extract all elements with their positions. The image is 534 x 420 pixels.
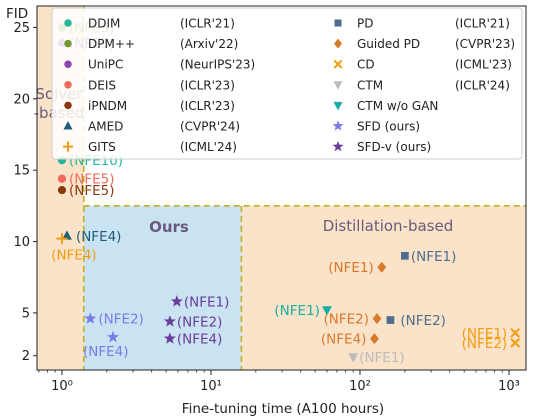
- legend-marker-ddim-iclr-21: [64, 19, 72, 27]
- point-guided-pd-cvpr-23-0: [377, 261, 387, 273]
- legend-name-sfd-v-ours: SFD-v (ours): [357, 140, 431, 154]
- point-label-ipndm-iclr-23-0: (NFE5): [69, 183, 115, 199]
- x-tick-label-1: 10⁰: [51, 379, 73, 394]
- point-sfd-v-ours-2: [163, 332, 176, 344]
- legend-venue-unipc-neurips-23: (NeurIPS'23): [180, 58, 255, 72]
- legend-marker-dpm-arxiv-22: [64, 39, 72, 48]
- point-label-sfd-v-ours-0: (NFE1): [184, 294, 230, 310]
- point-gits-icml-24-0: [56, 233, 68, 245]
- legend-name-pd-iclr-21: PD: [357, 17, 373, 31]
- y-tick-label-25: 25: [13, 21, 30, 36]
- point-sfd-ours-0: [84, 312, 97, 324]
- point-guided-pd-cvpr-23-2: [370, 333, 379, 345]
- x-tick-label-1000: 10³: [498, 379, 520, 394]
- legend-name-ipndm-iclr-23: iPNDM: [88, 99, 127, 113]
- point-label-amed-cvpr-24-0: (NFE4): [76, 229, 122, 245]
- x-axis-title: Fine-tuning time (A100 hours): [182, 401, 384, 417]
- point-label-pd-iclr-21-1: (NFE2): [400, 313, 446, 329]
- legend-marker-unipc-neurips-23: [64, 60, 72, 68]
- point-ctm-iclr-24-0: [348, 353, 359, 363]
- point-deis-iclr-23-0: [57, 174, 67, 183]
- legend-marker-ctm-w-o-gan: [333, 101, 343, 111]
- y-tick-label-15: 15: [13, 164, 30, 179]
- legend-marker-sfd-ours: [332, 120, 344, 131]
- legend-venue-ipndm-iclr-23: (ICLR'23): [180, 99, 235, 113]
- region-distillation-based: [241, 205, 526, 370]
- point-label-deis-iclr-23-0: (NFE5): [69, 172, 115, 188]
- point-ipndm-iclr-23-0: [57, 186, 67, 195]
- y-axis-title: FID: [6, 6, 28, 22]
- legend-venue-gits-icml-24: (ICML'24): [180, 140, 237, 154]
- point-cd-icml-23-1: [510, 338, 521, 348]
- point-label-sfd-v-ours-1: (NFE2): [177, 314, 223, 330]
- point-sfd-ours-1: [106, 330, 119, 343]
- legend-venue-cd-icml-23: (ICML'23): [455, 58, 512, 72]
- point-pd-iclr-21-1: [386, 316, 395, 324]
- point-label-gits-icml-24-0: (NFE4): [51, 248, 97, 264]
- legend-name-ctm-iclr-24: CTM: [357, 78, 383, 92]
- legend-name-gits-icml-24: GITS: [88, 140, 116, 154]
- legend-name-ctm-w-o-gan: CTM w/o GAN: [357, 99, 438, 113]
- point-amed-cvpr-24-0: [61, 230, 72, 240]
- point-label-sfd-ours-0: (NFE2): [98, 312, 144, 328]
- legend-box: [51, 7, 523, 160]
- point-label-ctm-iclr-24-0: (NFE1): [359, 350, 405, 366]
- y-tick-label-20: 20: [13, 92, 30, 107]
- x-tick-label-10: 10¹: [200, 379, 222, 394]
- point-label-cd-icml-23-1: (NFE2): [462, 336, 508, 352]
- legend-name-unipc-neurips-23: UniPC: [88, 58, 123, 72]
- legend-marker-cd-icml-23: [333, 59, 343, 69]
- legend-name-sfd-ours: SFD (ours): [357, 120, 420, 134]
- legend: DDIM (ICLR'21) DPM++ (Arxiv'22) UniPC (NeurIP…: [51, 7, 523, 160]
- legend-venue-amed-cvpr-24: (CVPR'24): [180, 120, 240, 134]
- region-label-ours-0: Ours: [149, 218, 189, 236]
- legend-marker-sfd-v-ours: [332, 140, 344, 152]
- legend-venue-ctm-iclr-24: (ICLR'24): [455, 78, 510, 92]
- point-guided-pd-cvpr-23-1: [372, 313, 382, 325]
- point-label-sfd-v-ours-2: (NFE4): [177, 332, 223, 348]
- legend-venue-deis-iclr-23: (ICLR'23): [180, 78, 235, 92]
- legend-marker-guided-pd-cvpr-23: [334, 38, 342, 49]
- x-tick-label-100: 10²: [349, 379, 371, 394]
- legend-name-cd-icml-23: CD: [357, 58, 375, 72]
- point-label-guided-pd-cvpr-23-1: (NFE2): [323, 312, 369, 328]
- point-pd-iclr-21-0: [401, 251, 409, 260]
- legend-marker-amed-cvpr-24: [63, 121, 73, 130]
- point-sfd-v-ours-1: [163, 315, 176, 327]
- y-tick-label-5: 5: [22, 306, 30, 321]
- legend-marker-pd-iclr-21: [334, 19, 342, 27]
- legend-name-ddim-iclr-21: DDIM: [88, 17, 120, 31]
- point-label-ctm-w-o-gan-0: (NFE1): [274, 303, 320, 319]
- legend-marker-ctm-iclr-24: [333, 81, 343, 90]
- point-label-pd-iclr-21-0: (NFE1): [411, 249, 457, 265]
- legend-venue-dpm-arxiv-22: (Arxiv'22): [180, 37, 238, 51]
- legend-marker-ipndm-iclr-23: [64, 101, 72, 110]
- legend-marker-deis-iclr-23: [64, 81, 72, 89]
- legend-name-amed-cvpr-24: AMED: [88, 120, 123, 134]
- region-ours: [83, 205, 242, 370]
- point-sfd-v-ours-0: [170, 295, 183, 307]
- legend-name-deis-iclr-23: DEIS: [88, 78, 116, 92]
- legend-name-guided-pd-cvpr-23: Guided PD: [357, 37, 420, 51]
- y-tick-label-2: 2: [22, 349, 30, 364]
- point-label-sfd-ours-1: (NFE4): [83, 344, 129, 360]
- region-label-distillation-based-0: Distillation-based: [323, 217, 454, 235]
- legend-venue-guided-pd-cvpr-23: (CVPR'23): [455, 37, 515, 51]
- legend-venue-ddim-iclr-21: (ICLR'21): [180, 17, 235, 31]
- point-ctm-w-o-gan-0: [321, 306, 332, 316]
- point-label-guided-pd-cvpr-23-2: (NFE4): [321, 332, 367, 348]
- y-tick-label-10: 10: [13, 235, 30, 250]
- plot-frame: [36, 5, 527, 371]
- point-label-guided-pd-cvpr-23-0: (NFE1): [328, 260, 374, 276]
- legend-name-dpm-arxiv-22: DPM++: [88, 37, 135, 51]
- point-cd-icml-23-0: [510, 328, 521, 338]
- legend-marker-gits-icml-24: [63, 141, 73, 152]
- legend-venue-pd-iclr-21: (ICLR'21): [455, 17, 510, 31]
- point-label-cd-icml-23-0: (NFE1): [462, 326, 508, 342]
